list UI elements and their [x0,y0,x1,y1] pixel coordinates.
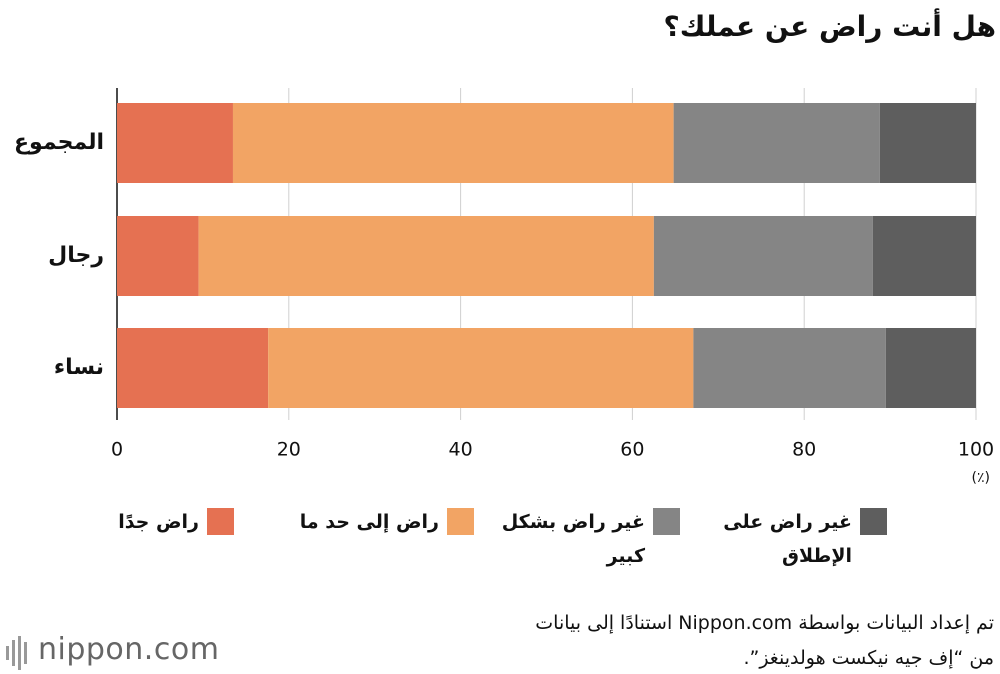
x-tick-label: 60 [620,439,644,461]
x-tick-label: 0 [111,439,123,461]
y-tick-label: نساء [54,355,104,380]
bar-segment [268,328,694,408]
bar-segment [117,216,199,296]
legend-swatch [653,508,680,535]
bar-segment [879,103,976,183]
chart: هل أنت راض عن عملك؟ (٪) 0 20 40 60 80 100 المج… [14,8,997,486]
legend-item: راض جدًا [118,508,234,539]
source-line: من “إف جيه نيكست هولدينغز”. [743,647,994,669]
logo: nippon.com [38,632,220,667]
bar-segment [232,103,674,183]
logo-icon [6,636,27,670]
legend-label: راض جدًا [118,511,199,533]
bar-segment [117,328,269,408]
legend-label: غير راض بشكل كبير [501,511,645,567]
bar-segment [872,216,976,296]
source-line: تم إعداد البيانات بواسطة Nippon.com استن… [535,612,994,634]
chart-title: هل أنت راض عن عملك؟ [664,8,997,43]
legend-item: غير راض بشكل كبير [495,508,680,573]
x-tick-label: 80 [792,439,816,461]
legend-swatch [860,508,887,535]
unit-label: (٪) [972,470,990,486]
legend-swatch [207,508,234,535]
bar-segment [198,216,654,296]
x-tick-label: 20 [277,439,301,461]
y-tick-label: رجال [48,243,104,268]
bar-segment [693,328,886,408]
x-tick-label: 40 [449,439,473,461]
legend-item: راض إلى حد ما [300,508,474,539]
legend-swatch [447,508,474,535]
legend-label: غير راض على الإطلاق [723,511,852,567]
legend-item: غير راض على الإطلاق [702,508,887,573]
bar-segment [117,103,233,183]
y-tick-label: المجموع [14,130,104,155]
legend-label: راض إلى حد ما [299,511,439,533]
x-tick-label: 100 [958,439,994,461]
bar-segment [885,328,976,408]
bar-segment [673,103,880,183]
bar-segment [653,216,873,296]
